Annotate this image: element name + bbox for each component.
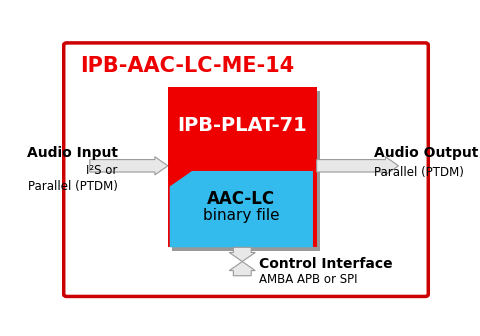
Text: Audio Output: Audio Output [374,146,479,160]
Text: Parallel (PTDM): Parallel (PTDM) [374,166,464,179]
FancyArrow shape [90,157,168,175]
Text: AMBA APB or SPI: AMBA APB or SPI [259,273,358,286]
Text: IPB-PLAT-71: IPB-PLAT-71 [178,116,307,135]
Text: AAC-LC: AAC-LC [207,190,276,208]
Text: Audio Input: Audio Input [27,146,118,160]
Text: binary file: binary file [203,208,280,223]
Text: I²S or: I²S or [86,165,118,177]
Bar [172,91,321,251]
FancyArrow shape [229,247,255,261]
Text: Parallel (PTDM): Parallel (PTDM) [28,180,118,193]
FancyArrow shape [317,157,398,175]
Bar [168,87,317,247]
Text: IPB-AAC-LC-ME-14: IPB-AAC-LC-ME-14 [81,56,295,76]
Polygon shape [170,171,313,247]
FancyBboxPatch shape [64,43,428,296]
Text: Control Interface: Control Interface [259,257,393,271]
FancyArrow shape [229,261,255,276]
